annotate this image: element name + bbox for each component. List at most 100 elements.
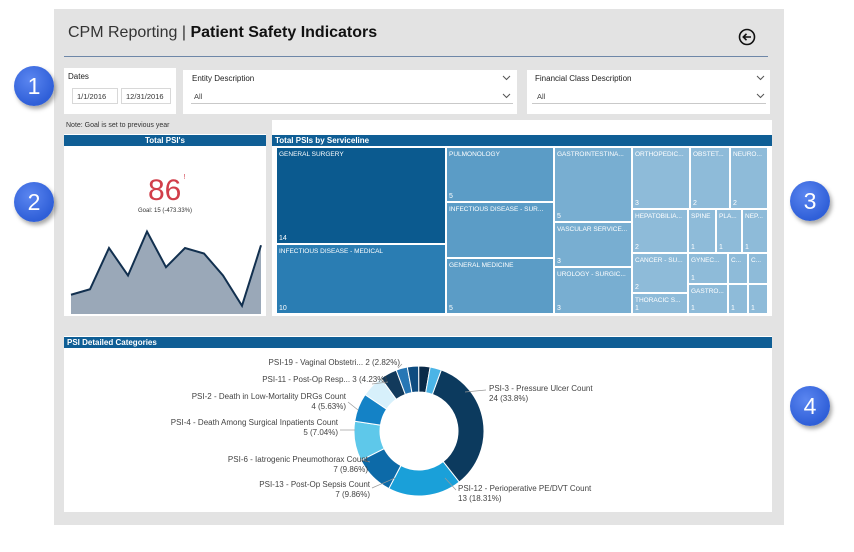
callout-badge-2: 2 <box>14 182 54 222</box>
entity-slicer <box>183 70 517 114</box>
donut-label-name: PSI-4 - Death Among Surgical Inpatients … <box>170 418 338 427</box>
treemap-tile-value: 10 <box>279 305 287 312</box>
donut-leader-line <box>464 389 487 393</box>
treemap-tile-label: INFECTIOUS DISEASE - SUR... <box>449 206 544 213</box>
treemap-tile-label: GENERAL MEDICINE <box>449 262 514 269</box>
treemap-tile-label: HEPATOBILIA... <box>635 213 682 220</box>
treemap-tile[interactable]: CANCER - SU... 2 <box>632 253 688 293</box>
dates-label: Dates <box>68 72 89 81</box>
donut-data-label: PSI-2 - Death in Low-Mortality DRGs Coun… <box>172 392 346 412</box>
donut-leader-line <box>360 459 371 463</box>
callout-badge-3: 3 <box>790 181 830 221</box>
treemap-tile-value: 5 <box>449 193 453 200</box>
treemap-tile[interactable]: SPINE 1 <box>688 209 716 253</box>
callout-badge-4: 4 <box>790 386 830 426</box>
treemap-tile[interactable]: NEURO... 2 <box>730 147 768 209</box>
treemap-tile-label: OBSTET... <box>693 151 724 158</box>
callout-badge-1: 1 <box>14 66 54 106</box>
treemap-tile-label: NEURO... <box>733 151 762 158</box>
treemap-tile-label: GENERAL SURGERY <box>279 151 344 158</box>
treemap-tile[interactable]: GASTRO... 1 <box>688 284 728 314</box>
financial-class-label: Financial Class Description <box>535 74 632 83</box>
treemap-tile[interactable]: NEP... 1 <box>742 209 768 253</box>
donut-data-label: PSI-3 - Pressure Ulcer Count 24 (33.8%) <box>489 384 593 404</box>
treemap-tile[interactable]: OBSTET... 2 <box>690 147 730 209</box>
treemap-tile[interactable]: PLA... 1 <box>716 209 742 253</box>
treemap-tile-value: 1 <box>691 305 695 312</box>
treemap-tile-label: PLA... <box>719 213 737 220</box>
donut-data-label: PSI-6 - Iatrogenic Pneumothorax Count 7 (… <box>190 455 368 475</box>
treemap-tile[interactable]: PULMONOLOGY 5 <box>446 147 554 202</box>
treemap-tile[interactable]: INFECTIOUS DISEASE - SUR... <box>446 202 554 258</box>
donut-label-name: PSI-13 - Post-Op Sepsis Count <box>259 480 370 489</box>
entity-label: Entity Description <box>192 74 255 83</box>
end-date-input[interactable]: 12/31/2016 <box>121 88 171 104</box>
treemap-tile[interactable]: HEPATOBILIA... 2 <box>632 209 688 253</box>
chevron-down-icon[interactable] <box>756 75 765 81</box>
treemap-tile[interactable]: GENERAL MEDICINE 5 <box>446 258 554 314</box>
treemap-tile-value: 1 <box>691 244 695 251</box>
treemap-tile[interactable]: GENERAL SURGERY 14 <box>276 147 446 244</box>
donut-label-value: 7 (9.86%) <box>335 490 370 499</box>
donut-label-value: 13 (18.31%) <box>458 494 502 503</box>
treemap-tile[interactable]: INFECTIOUS DISEASE - MEDICAL 10 <box>276 244 446 314</box>
entity-value: All <box>194 92 203 101</box>
treemap-tile-label: UROLOGY - SURGIC... <box>557 271 626 278</box>
treemap-tile-value: 1 <box>751 305 755 312</box>
donut-data-label: PSI-4 - Death Among Surgical Inpatients … <box>150 418 338 438</box>
page-title: CPM Reporting | Patient Safety Indicator… <box>68 24 378 41</box>
donut-leader-line <box>371 381 389 385</box>
psi-categories-donut <box>340 363 487 497</box>
treemap-tile-value: 5 <box>449 305 453 312</box>
donut-leader-line <box>371 477 396 489</box>
treemap-tile[interactable]: GYNEC... 1 <box>688 253 728 284</box>
start-date-input[interactable]: 1/1/2016 <box>72 88 118 104</box>
psi-categories-title: PSI Detailed Categories <box>64 337 772 348</box>
back-arrow-icon[interactable] <box>738 28 756 46</box>
treemap-tile-value: 1 <box>731 305 735 312</box>
financial-class-value: All <box>537 92 546 101</box>
entity-underline <box>191 103 513 104</box>
donut-label-name: PSI-2 - Death in Low-Mortality DRGs Coun… <box>191 392 346 401</box>
donut-leader-line <box>347 401 359 411</box>
entity-dropdown[interactable] <box>191 88 513 104</box>
treemap-tile-label: THORACIC S... <box>635 297 681 304</box>
treemap-tile[interactable]: UROLOGY - SURGIC... 3 <box>554 267 632 314</box>
treemap-tile[interactable]: ORTHOPEDIC... 3 <box>632 147 690 209</box>
treemap-tile[interactable]: 1 <box>748 284 768 314</box>
chevron-down-icon[interactable] <box>756 93 765 99</box>
chevron-down-icon[interactable] <box>502 75 511 81</box>
treemap-tile-value: 3 <box>557 258 561 265</box>
treemap-tile[interactable]: 1 <box>728 284 748 314</box>
treemap-tile-value: 1 <box>719 244 723 251</box>
financial-class-underline <box>532 103 766 104</box>
treemap-tile-label: SPINE <box>691 213 711 220</box>
treemap-tile-label: GYNEC... <box>691 257 720 264</box>
donut-data-label: PSI-19 - Vaginal Obstetri... 2 (2.82%) <box>244 358 400 368</box>
treemap-tile-label: CANCER - SU... <box>635 257 683 264</box>
donut-label-value: 24 (33.8%) <box>489 394 529 403</box>
treemap-tile[interactable]: C... <box>728 253 748 284</box>
chevron-down-icon[interactable] <box>502 93 511 99</box>
treemap-tile[interactable]: VASCULAR SERVICE... 3 <box>554 222 632 267</box>
treemap-tile[interactable]: C... <box>748 253 768 284</box>
donut-label-value: 4 (5.63%) <box>311 402 346 411</box>
treemap-tile-label: ORTHOPEDIC... <box>635 151 684 158</box>
donut-data-label: PSI-12 - Perioperative PE/DVT Count 13 (1… <box>458 484 591 504</box>
donut-slice <box>425 366 442 396</box>
treemap-tile-value: 5 <box>557 213 561 220</box>
donut-label-value: 7 (9.86%) <box>333 465 368 474</box>
donut-label-name: PSI-12 - Perioperative PE/DVT Count <box>458 484 592 493</box>
treemap-tile[interactable]: GASTROINTESTINA... 5 <box>554 147 632 222</box>
total-psi-title: Total PSI's <box>64 135 266 146</box>
total-psi-sparkline <box>70 229 262 314</box>
total-psi-value: 86! <box>148 174 186 207</box>
treemap-tile-label: INFECTIOUS DISEASE - MEDICAL <box>279 248 384 255</box>
financial-class-dropdown[interactable] <box>532 88 766 104</box>
treemap-tile-value: 2 <box>635 284 639 291</box>
treemap-tile-value: 14 <box>279 235 287 242</box>
treemap-tile[interactable]: THORACIC S... 1 <box>632 293 688 314</box>
donut-label-name: PSI-6 - Iatrogenic Pneumothorax Count <box>227 455 368 464</box>
treemap-tile-label: C... <box>731 257 742 264</box>
header-divider <box>64 56 768 57</box>
